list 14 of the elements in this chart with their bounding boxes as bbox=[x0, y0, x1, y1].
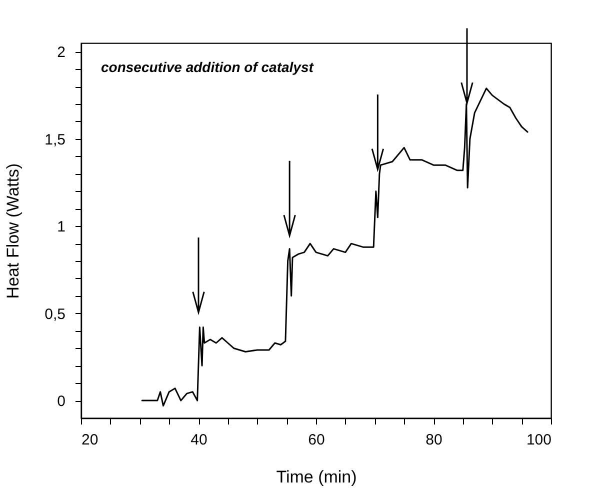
y-tick-label: 0,5 bbox=[44, 306, 66, 323]
annotation: consecutive addition of catalyst bbox=[101, 59, 315, 75]
y-tick-label: 0 bbox=[57, 393, 66, 410]
x-axis-title: Time (min) bbox=[276, 468, 357, 486]
x-tick-label: 40 bbox=[190, 432, 208, 448]
x-tick-label: 100 bbox=[526, 432, 552, 448]
x-tick-label: 60 bbox=[308, 432, 325, 448]
y-axis-title: Heat Flow (Watts) bbox=[4, 163, 23, 299]
y-tick-label: 1,5 bbox=[44, 131, 66, 148]
y-tick-label: 1 bbox=[57, 218, 66, 236]
x-tick-label: 20 bbox=[82, 432, 98, 448]
line-series bbox=[141, 88, 528, 407]
y-tick-label: 2 bbox=[57, 44, 66, 62]
x-tick-label: 80 bbox=[426, 432, 442, 448]
